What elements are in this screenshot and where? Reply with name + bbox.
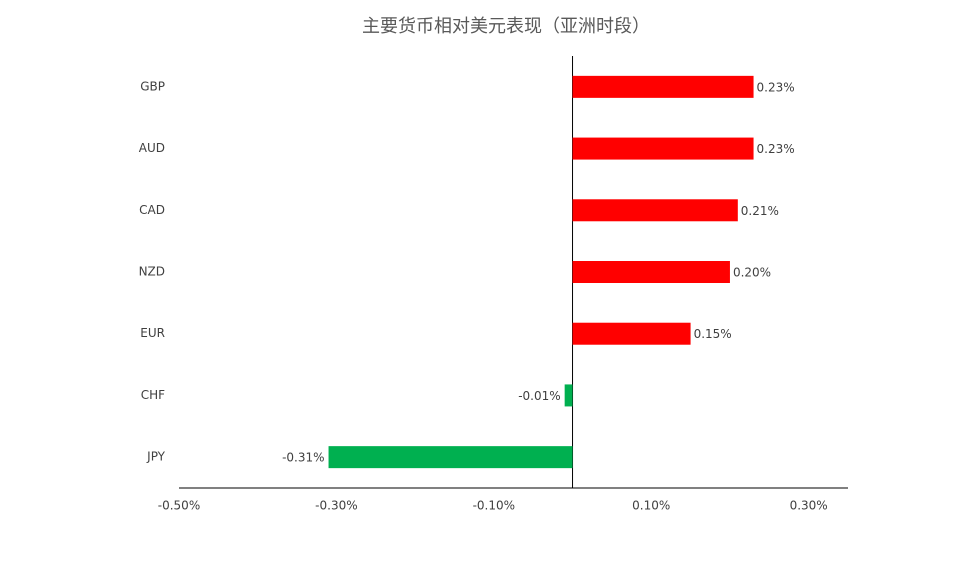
- data-label: 0.23%: [757, 80, 795, 94]
- y-tick-label: CHF: [141, 388, 165, 402]
- x-tick-label: 0.30%: [790, 499, 828, 513]
- y-tick-label: JPY: [146, 450, 166, 464]
- y-tick-label: EUR: [140, 326, 165, 340]
- y-tick-label: GBP: [140, 79, 165, 93]
- bar: [572, 199, 738, 222]
- x-tick-label: -0.10%: [473, 499, 515, 513]
- data-label: 0.23%: [757, 142, 795, 156]
- bar: [328, 446, 573, 469]
- data-label: 0.20%: [733, 266, 771, 280]
- bar: [564, 384, 573, 407]
- x-tick-label: -0.30%: [315, 499, 357, 513]
- chart-title: 主要货币相对美元表现（亚洲时段）: [362, 16, 650, 37]
- data-label: -0.31%: [282, 451, 324, 465]
- data-label: 0.15%: [694, 327, 732, 341]
- y-tick-label: CAD: [139, 203, 165, 217]
- x-tick-label: 0.10%: [632, 499, 670, 513]
- data-label: 0.21%: [741, 204, 779, 218]
- bar: [572, 137, 754, 160]
- bar: [572, 75, 754, 98]
- y-tick-label: NZD: [139, 265, 165, 279]
- bar: [572, 322, 691, 345]
- y-tick-label: AUD: [139, 141, 165, 155]
- data-label: -0.01%: [518, 389, 560, 403]
- x-tick-label: -0.50%: [158, 499, 200, 513]
- bar: [572, 261, 730, 283]
